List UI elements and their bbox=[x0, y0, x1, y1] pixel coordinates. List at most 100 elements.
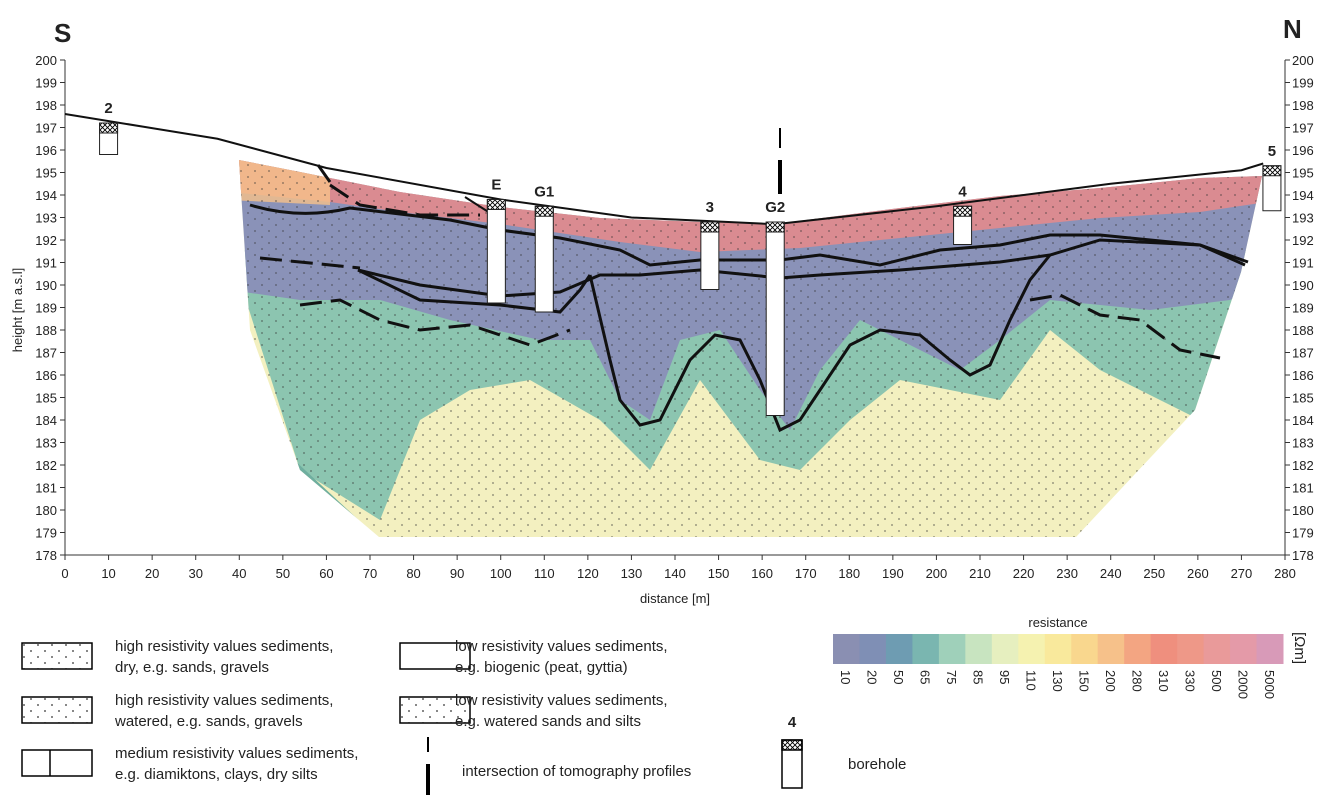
y-tick-label: 198 bbox=[1292, 98, 1314, 113]
x-tick-label: 240 bbox=[1100, 566, 1122, 581]
colorbar-cell bbox=[1071, 634, 1098, 664]
y-tick-label: 189 bbox=[1292, 301, 1314, 316]
x-tick-label: 30 bbox=[188, 566, 202, 581]
colorbar-label: 65 bbox=[918, 670, 933, 684]
colorbar-cell bbox=[1204, 634, 1231, 664]
y-tick-label: 185 bbox=[35, 391, 57, 406]
legend-text: e.g. watered sands and silts bbox=[455, 713, 641, 730]
y-tick-label: 190 bbox=[35, 278, 57, 293]
legend-text: high resistivity values sediments, bbox=[115, 638, 333, 655]
y-tick-label: 191 bbox=[35, 256, 57, 271]
y-tick-label: 190 bbox=[1292, 278, 1314, 293]
borehole bbox=[535, 206, 553, 312]
y-tick-label: 193 bbox=[1292, 211, 1314, 226]
colorbar-cell bbox=[1045, 634, 1072, 664]
x-tick-label: 0 bbox=[61, 566, 68, 581]
x-tick-label: 200 bbox=[926, 566, 948, 581]
legend-text: low resistivity values sediments, bbox=[455, 692, 668, 709]
borehole-label: 2 bbox=[104, 100, 112, 117]
y-tick-label: 198 bbox=[35, 98, 57, 113]
x-tick-label: 140 bbox=[664, 566, 686, 581]
y-tick-label: 197 bbox=[35, 121, 57, 136]
x-tick-label: 40 bbox=[232, 566, 246, 581]
x-tick-label: 170 bbox=[795, 566, 817, 581]
y-tick-label: 194 bbox=[35, 188, 57, 203]
y-tick-label: 192 bbox=[35, 233, 57, 248]
x-tick-label: 120 bbox=[577, 566, 599, 581]
x-tick-label: 160 bbox=[751, 566, 773, 581]
colorbar-label: 95 bbox=[997, 670, 1012, 684]
y-tick-label: 197 bbox=[1292, 121, 1314, 136]
colorbar-label: 5000 bbox=[1262, 670, 1277, 699]
y-tick-label: 188 bbox=[1292, 323, 1314, 338]
colorbar-title: resistance bbox=[1028, 615, 1087, 630]
borehole-label: 3 bbox=[706, 199, 714, 216]
y-tick-label: 180 bbox=[1292, 503, 1314, 518]
colorbar-cell bbox=[1124, 634, 1151, 664]
x-tick-label: 20 bbox=[145, 566, 159, 581]
y-tick-label: 186 bbox=[1292, 368, 1314, 383]
x-tick-label: 130 bbox=[621, 566, 643, 581]
colorbar-label: 200 bbox=[1103, 670, 1118, 692]
x-tick-label: 190 bbox=[882, 566, 904, 581]
colorbar-cell bbox=[1257, 634, 1284, 664]
direction-label: N bbox=[1283, 14, 1302, 44]
y-tick-label: 192 bbox=[1292, 233, 1314, 248]
x-tick-label: 150 bbox=[708, 566, 730, 581]
figure: S N distance [m] height [m a.s.l] 178178… bbox=[0, 0, 1334, 800]
x-tick-label: 50 bbox=[276, 566, 290, 581]
x-tick-label: 180 bbox=[838, 566, 860, 581]
borehole bbox=[766, 222, 784, 416]
x-tick-label: 70 bbox=[363, 566, 377, 581]
y-tick-label: 193 bbox=[35, 211, 57, 226]
y-tick-label: 200 bbox=[35, 53, 57, 68]
colorbar-cell bbox=[1230, 634, 1257, 664]
y-tick-label: 181 bbox=[1292, 481, 1314, 496]
legend-text: e.g. diamiktons, clays, dry silts bbox=[115, 766, 318, 783]
borehole-label: 4 bbox=[958, 183, 967, 200]
borehole-label: E bbox=[491, 177, 501, 194]
colorbar-cell bbox=[965, 634, 992, 664]
y-tick-label: 196 bbox=[35, 143, 57, 158]
y-tick-label: 195 bbox=[1292, 166, 1314, 181]
colorbar-cell bbox=[833, 634, 860, 664]
y-axis-label: height [m a.s.l] bbox=[10, 268, 25, 353]
legend-text: intersection of tomography profiles bbox=[462, 763, 691, 780]
colorbar-cell bbox=[992, 634, 1019, 664]
y-tick-label: 180 bbox=[35, 503, 57, 518]
colorbar-label: 110 bbox=[1024, 670, 1039, 691]
y-tick-label: 199 bbox=[1292, 76, 1314, 91]
y-tick-label: 183 bbox=[35, 436, 57, 451]
colorbar-label: 2000 bbox=[1235, 670, 1250, 699]
legend-borehole-label: 4 bbox=[788, 714, 797, 731]
colorbar-label: 150 bbox=[1076, 670, 1091, 692]
y-tick-label: 187 bbox=[35, 346, 57, 361]
x-tick-label: 230 bbox=[1056, 566, 1078, 581]
y-tick-label: 200 bbox=[1292, 53, 1314, 68]
x-tick-label: 250 bbox=[1143, 566, 1165, 581]
x-tick-label: 260 bbox=[1187, 566, 1209, 581]
x-tick-label: 270 bbox=[1231, 566, 1253, 581]
borehole-cap bbox=[487, 200, 505, 210]
colorbar-label: 500 bbox=[1209, 670, 1224, 692]
y-tick-label: 179 bbox=[1292, 526, 1314, 541]
y-tick-label: 195 bbox=[35, 166, 57, 181]
y-tick-label: 199 bbox=[35, 76, 57, 91]
borehole-label: G2 bbox=[765, 199, 785, 216]
y-tick-label: 191 bbox=[1292, 256, 1314, 271]
y-tick-label: 182 bbox=[1292, 458, 1314, 473]
y-tick-label: 186 bbox=[35, 368, 57, 383]
colorbar-label: 20 bbox=[865, 670, 880, 684]
y-tick-label: 188 bbox=[35, 323, 57, 338]
borehole-label: 5 bbox=[1268, 143, 1276, 160]
borehole-cap bbox=[535, 206, 553, 216]
x-tick-label: 80 bbox=[406, 566, 420, 581]
legend-text: low resistivity values sediments, bbox=[455, 638, 668, 655]
y-tick-label: 184 bbox=[1292, 413, 1314, 428]
borehole-cap bbox=[766, 222, 784, 232]
y-tick-label: 181 bbox=[35, 481, 57, 496]
borehole-cap bbox=[1263, 166, 1281, 176]
colorbar-cell bbox=[1151, 634, 1178, 664]
x-tick-label: 100 bbox=[490, 566, 512, 581]
legend-text: watered, e.g. sands, gravels bbox=[114, 713, 303, 730]
